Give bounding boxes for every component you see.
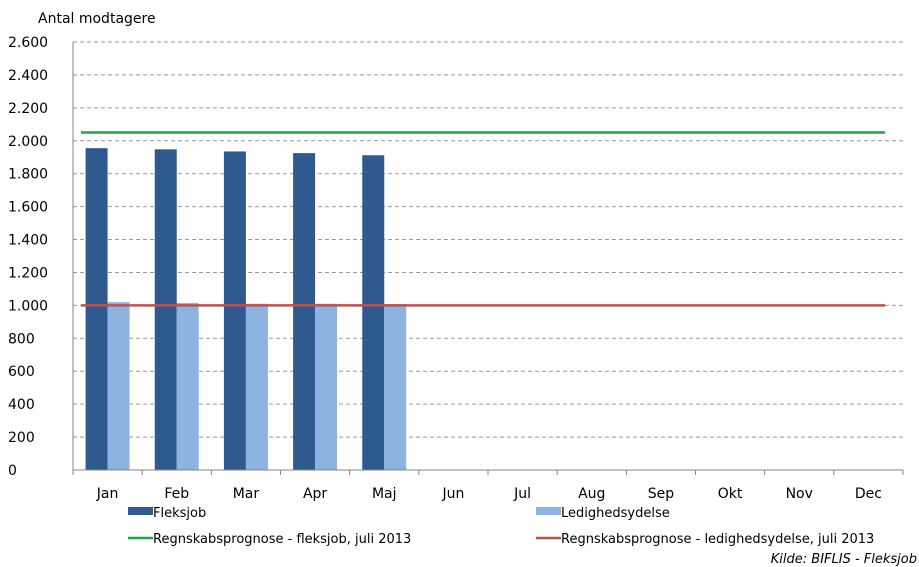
x-tick-labels: Jan Feb Mar Apr Maj Jun Jul Aug Sep Okt Nov Dec	[72, 470, 904, 502]
bar-fleksjob-feb	[154, 149, 177, 470]
y-tick-label: 1.000	[8, 298, 48, 314]
gridlines	[73, 41, 903, 438]
legend-label: Regnskabsprognose - ledighedsydelse, jul…	[561, 532, 874, 547]
y-tick-label: 800	[8, 331, 35, 347]
y-tick-label: 400	[8, 397, 35, 413]
x-tick-label: Jul	[513, 486, 531, 502]
prognosis-lines	[81, 131, 885, 307]
bar-ledighedsydelse-jan	[107, 302, 130, 470]
y-tick-label: 1.800	[8, 167, 48, 183]
y-tick-label: 600	[8, 364, 35, 380]
x-tick-label: Aug	[578, 486, 605, 502]
x-tick-label: Apr	[303, 486, 327, 502]
x-tick-label: Okt	[718, 486, 743, 502]
legend-label: Ledighedsydelse	[561, 506, 670, 521]
x-tick-label: Mar	[233, 486, 260, 502]
legend-swatch	[128, 507, 153, 515]
y-tick-label: 2.000	[8, 134, 48, 150]
y-tick-label: 2.200	[8, 101, 48, 117]
legend: Fleksjob Ledighedsydelse Regnskabsprognose…	[128, 506, 874, 547]
y-tick-label: 2.600	[8, 35, 48, 51]
x-tick-label: Jan	[96, 486, 119, 502]
x-tick-label: Nov	[786, 486, 813, 502]
x-tick-label: Jun	[441, 486, 464, 502]
bar-ledighedsydelse-feb	[176, 302, 199, 470]
source-note: Kilde: BIFLIS - Fleksjob	[771, 552, 917, 567]
y-axis-label: Antal modtagere	[38, 11, 156, 27]
legend-label: Fleksjob	[153, 506, 206, 521]
y-tick-labels: 0 200 400 600 800 1.000 1.200 1.400 1.600 1.800 2.…	[8, 35, 48, 479]
bar-fleksjob-mar	[223, 151, 246, 470]
legend-label: Regnskabsprognose - fleksjob, juli 2013	[153, 532, 411, 547]
bar-ledighedsydelse-apr	[315, 303, 338, 470]
y-tick-label: 0	[8, 463, 17, 479]
y-tick-label: 1.400	[8, 233, 48, 249]
x-tick-label: Dec	[855, 486, 882, 502]
y-tick-label: 1.600	[8, 200, 48, 216]
y-tick-label: 1.200	[8, 265, 48, 281]
bar-fleksjob-jan	[85, 148, 108, 470]
bar-ledighedsydelse-maj	[384, 304, 407, 470]
bar-fleksjob-maj	[362, 155, 385, 471]
bars	[85, 148, 407, 471]
x-tick-label: Maj	[372, 486, 397, 502]
legend-swatch	[536, 507, 561, 515]
bar-ledighedsydelse-mar	[245, 303, 268, 470]
bar-fleksjob-apr	[293, 153, 316, 470]
y-tick-label: 2.400	[8, 68, 48, 84]
x-tick-label: Feb	[164, 486, 189, 502]
y-tick-label: 200	[8, 430, 35, 446]
x-tick-label: Sep	[648, 486, 675, 502]
